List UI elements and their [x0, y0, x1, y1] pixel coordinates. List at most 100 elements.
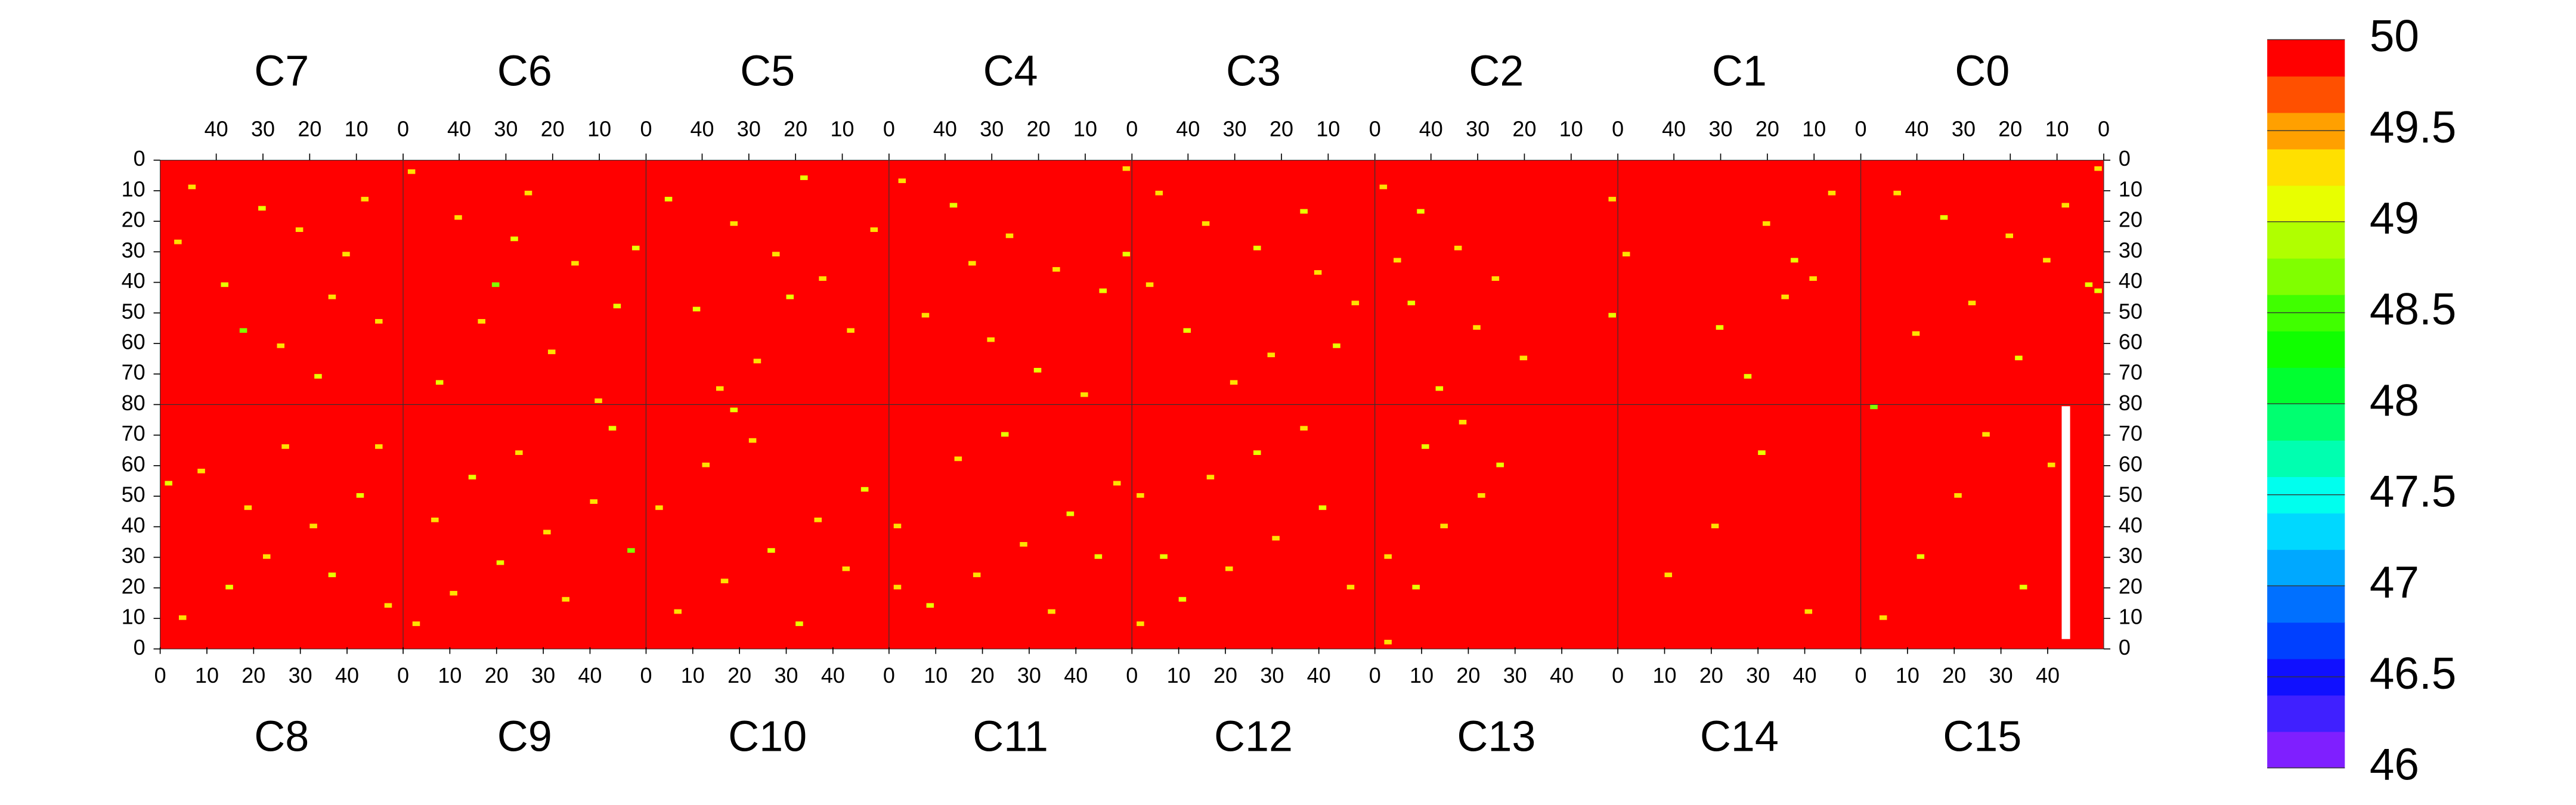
cell	[921, 312, 930, 318]
cell	[870, 227, 878, 233]
x-tick-label: 0	[397, 116, 409, 141]
cell	[664, 197, 673, 202]
colorbar-band	[2267, 367, 2345, 404]
cell	[328, 572, 336, 577]
cell	[1160, 554, 1168, 559]
cell	[2094, 288, 2102, 293]
cell	[2085, 282, 2093, 287]
panel-background	[646, 404, 889, 649]
cell	[730, 407, 738, 413]
cell	[748, 438, 757, 443]
panel-background	[160, 404, 404, 649]
cell	[1417, 209, 1425, 214]
cell	[375, 444, 383, 449]
x-tick-label: 10	[587, 116, 611, 141]
cell	[1267, 352, 1275, 358]
x-tick-label: 20	[727, 663, 751, 688]
x-tick-label: 30	[494, 116, 518, 141]
cell	[949, 203, 958, 208]
panel-background	[1374, 404, 1618, 649]
y-tick-label: 60	[2119, 330, 2142, 354]
cell	[1178, 597, 1187, 602]
cell	[454, 215, 462, 220]
cell	[631, 246, 640, 250]
cell	[1300, 209, 1308, 214]
y-tick-label: 70	[122, 421, 145, 445]
panel-background	[403, 404, 646, 649]
cell	[1080, 392, 1088, 397]
cell	[1122, 166, 1131, 171]
y-tick-label: 70	[2119, 360, 2142, 385]
cell	[893, 524, 902, 528]
x-tick-label: 0	[1126, 663, 1138, 688]
x-tick-label: 30	[980, 116, 1004, 141]
cell	[1879, 615, 1887, 620]
cell	[225, 584, 233, 590]
cell	[795, 621, 803, 626]
colorbar-band	[2267, 148, 2345, 186]
cell	[1608, 312, 1617, 318]
y-tick-label: 80	[2119, 391, 2142, 415]
cell	[1318, 505, 1327, 510]
y-tick-label: 50	[2119, 299, 2142, 323]
cell	[2043, 258, 2051, 263]
x-tick-label: 10	[1896, 663, 1919, 688]
x-tick-label: 0	[1855, 663, 1867, 688]
x-tick-label: 10	[1073, 116, 1097, 141]
x-tick-label: 0	[640, 116, 652, 141]
x-tick-label: 40	[1064, 663, 1088, 688]
cell	[1384, 554, 1392, 559]
y-tick-label: 0	[134, 635, 145, 660]
cell	[1001, 432, 1009, 437]
cell	[1333, 343, 1340, 348]
y-tick-label: 50	[122, 299, 145, 323]
y-tick-label: 10	[122, 177, 145, 201]
colorbar-label: 49.5	[2370, 102, 2457, 152]
x-tick-label: 20	[1456, 663, 1480, 688]
x-tick-label: 10	[681, 663, 705, 688]
cell	[1094, 554, 1103, 559]
x-tick-label: 30	[1223, 116, 1247, 141]
x-tick-label: 0	[1369, 116, 1381, 141]
cell	[720, 578, 729, 584]
x-tick-label: 0	[1855, 116, 1867, 141]
panel-label: C1	[1712, 48, 1767, 95]
y-tick-label: 30	[122, 543, 145, 568]
x-tick-label: 10	[1410, 663, 1433, 688]
colorbar-label: 49	[2370, 193, 2419, 243]
x-tick-label: 10	[831, 116, 854, 141]
y-tick-label: 70	[122, 360, 145, 385]
cell	[407, 169, 416, 174]
colorbar-label: 47	[2370, 557, 2419, 607]
panel-background	[646, 160, 889, 405]
panel-label: C5	[740, 48, 795, 95]
x-tick-label: 20	[541, 116, 565, 141]
x-tick-label: 40	[447, 116, 471, 141]
cell	[1206, 475, 1215, 479]
cell	[197, 469, 205, 473]
cell	[174, 239, 182, 244]
cell	[1300, 426, 1308, 431]
colorbar-band	[2267, 404, 2345, 441]
colorbar-band	[2267, 695, 2345, 732]
panel-label: C14	[1700, 713, 1779, 761]
x-tick-label: 10	[1559, 116, 1583, 141]
y-tick-label: 80	[122, 391, 145, 415]
cell	[1473, 325, 1481, 330]
cell	[384, 603, 392, 608]
cell	[1314, 270, 1322, 275]
cell	[1253, 450, 1261, 455]
cell	[1020, 542, 1027, 547]
x-tick-label: 40	[578, 663, 602, 688]
cell	[1137, 493, 1144, 498]
colorbar-band	[2267, 731, 2345, 769]
x-tick-label: 0	[1612, 116, 1624, 141]
y-tick-label: 40	[122, 268, 145, 293]
cell	[1005, 233, 1014, 239]
colorbar-band	[2267, 622, 2345, 660]
cell	[1113, 481, 1121, 486]
cell	[716, 386, 724, 391]
colorbar-label: 48.5	[2370, 284, 2457, 334]
y-tick-label: 0	[2119, 146, 2131, 171]
